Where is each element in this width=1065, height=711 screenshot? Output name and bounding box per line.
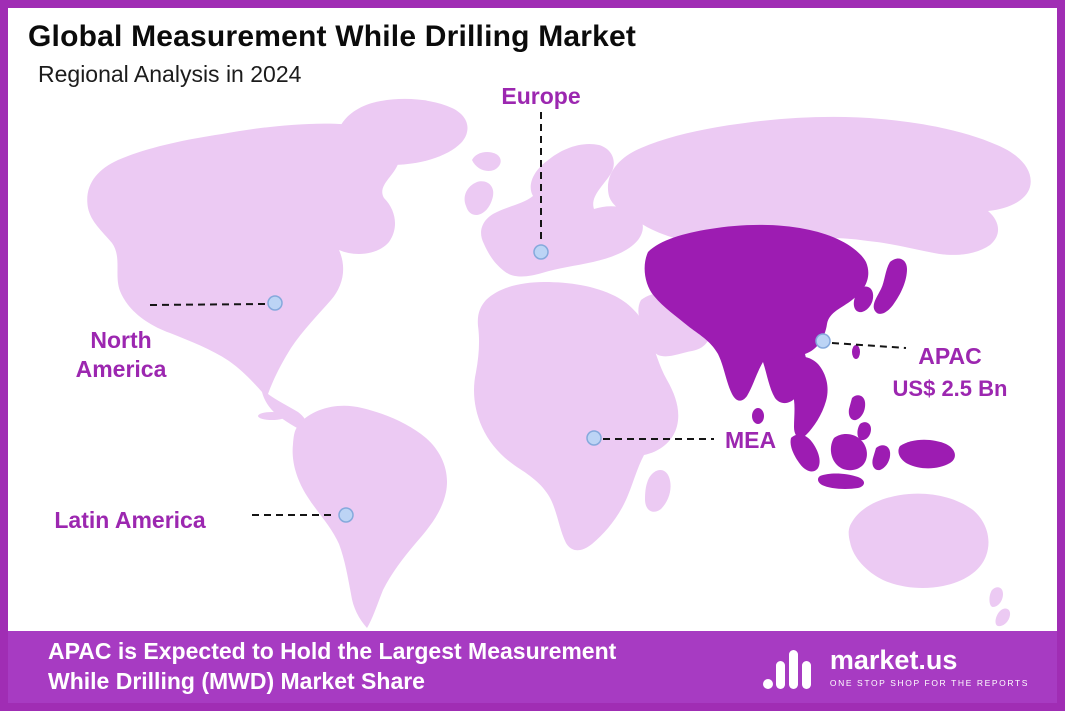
region-label-latin-america: Latin America bbox=[54, 507, 206, 533]
header: Global Measurement While Drilling Market… bbox=[28, 20, 636, 88]
world-map bbox=[87, 98, 1031, 628]
map-region-apac-mainland bbox=[644, 224, 869, 404]
map-region-sumatra bbox=[790, 434, 820, 472]
page-title: Global Measurement While Drilling Market bbox=[28, 20, 637, 53]
region-value-apac: US$ 2.5 Bn bbox=[892, 376, 1008, 402]
map-region-new-zealand bbox=[989, 587, 1011, 627]
map-region-korea bbox=[853, 286, 874, 313]
map-region-greenland bbox=[336, 98, 468, 165]
map-region-russia-north-asia bbox=[607, 116, 1031, 255]
marker-north-america bbox=[267, 295, 283, 311]
marker-apac bbox=[815, 333, 831, 349]
map-region-north-america bbox=[87, 123, 400, 432]
region-label-mea: MEA bbox=[725, 427, 777, 453]
map-region-borneo bbox=[830, 434, 867, 471]
map-region-australia bbox=[848, 493, 989, 588]
map-region-iceland bbox=[472, 152, 501, 171]
map-region-southeast-asia bbox=[787, 356, 828, 438]
marker-mea bbox=[586, 430, 602, 446]
marketus-logo-icon bbox=[762, 650, 811, 689]
map-region-philippines bbox=[848, 395, 871, 441]
map-region-japan bbox=[873, 258, 907, 314]
map-region-taiwan bbox=[852, 345, 860, 359]
marker-latin-america bbox=[338, 507, 354, 523]
marker-europe bbox=[533, 244, 549, 260]
map-region-united-kingdom bbox=[464, 181, 494, 215]
region-label-apac-name: APAC bbox=[918, 343, 982, 369]
map-region-south-america bbox=[292, 405, 448, 628]
map-region-java bbox=[817, 473, 864, 489]
marketus-logo-words: market.us ONE STOP SHOP FOR THE REPORTS bbox=[829, 644, 1029, 688]
map-region-papua bbox=[898, 439, 955, 469]
banner-text-line1: APAC is Expected to Hold the Largest Mea… bbox=[48, 638, 617, 665]
map-region-africa bbox=[474, 282, 679, 551]
map-region-sulawesi bbox=[872, 445, 891, 471]
map-region-caribbean bbox=[258, 412, 286, 420]
banner-text-line2: While Drilling (MWD) Market Share bbox=[48, 668, 425, 694]
page-subtitle: Regional Analysis in 2024 bbox=[38, 61, 302, 87]
leader-line-apac bbox=[831, 342, 907, 349]
marketus-logo-tagline: ONE STOP SHOP FOR THE REPORTS bbox=[829, 677, 1029, 688]
marketus-logo-name: market.us bbox=[829, 644, 958, 675]
footer-banner: APAC is Expected to Hold the Largest Mea… bbox=[8, 631, 1057, 703]
marketus-logo: market.us ONE STOP SHOP FOR THE REPORTS bbox=[761, 642, 1029, 692]
map-region-sri-lanka bbox=[752, 408, 764, 424]
map-region-madagascar bbox=[645, 469, 671, 512]
region-label-apac: APAC US$ 2.5 Bn bbox=[870, 342, 1030, 404]
region-label-europe: Europe bbox=[501, 83, 581, 109]
banner-text: APAC is Expected to Hold the Largest Mea… bbox=[48, 637, 616, 697]
map-region-europe bbox=[481, 143, 643, 277]
region-label-north-america: North America bbox=[75, 327, 167, 383]
